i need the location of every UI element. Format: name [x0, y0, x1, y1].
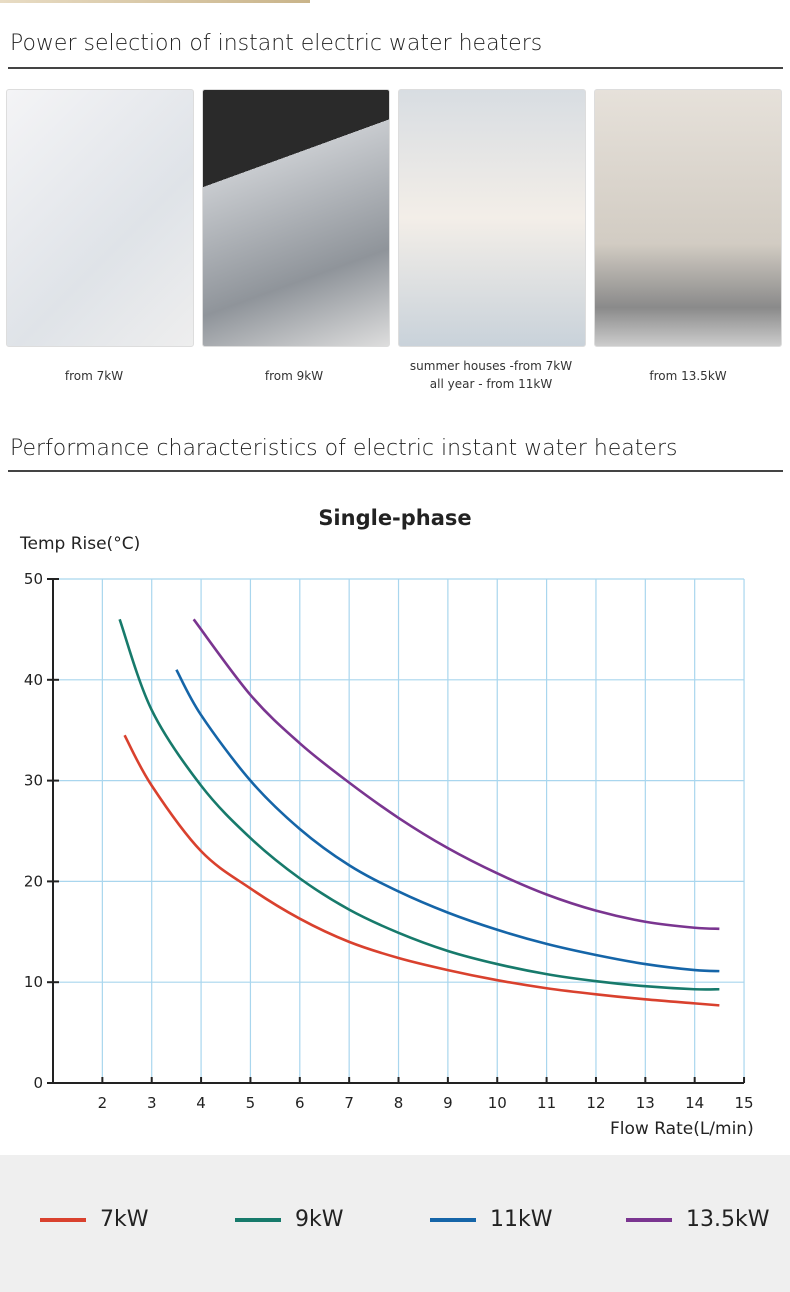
series-line-7kw: [123, 734, 720, 1007]
y-tick-label: 30: [24, 772, 43, 790]
divider: [8, 67, 783, 69]
caption-4: from 13.5kW: [649, 369, 727, 383]
caption-3: summer houses -from 7kW all year - from …: [409, 359, 573, 391]
legend-item-13-5kw: 13.5kW: [626, 1207, 769, 1232]
x-tick-label: 7: [344, 1094, 354, 1112]
y-tick-label: 50: [24, 570, 43, 588]
photo-washbasin-tap: [6, 89, 194, 347]
legend: 7kW 9kW 11kW 13.5kW: [0, 1155, 790, 1292]
photo-shower: [398, 89, 586, 347]
legend-label: 11kW: [490, 1207, 553, 1232]
legend-item-7kw: 7kW: [40, 1207, 149, 1232]
divider: [8, 470, 783, 472]
photo-bathroom: [594, 89, 782, 347]
x-tick-label: 8: [394, 1094, 404, 1112]
x-tick-label: 13: [636, 1094, 655, 1112]
x-tick-label: 3: [147, 1094, 157, 1112]
chart-title: Single-phase: [318, 506, 472, 530]
y-axis-label: Temp Rise(°C): [20, 534, 141, 554]
y-tick-label: 0: [33, 1074, 43, 1092]
top-image-strip: [0, 0, 310, 3]
legend-label: 13.5kW: [686, 1207, 770, 1232]
caption-1: from 7kW: [64, 369, 124, 383]
legend-item-11kw: 11kW: [430, 1207, 553, 1232]
legend-swatch: [430, 1217, 476, 1222]
x-tick-label: 11: [537, 1094, 556, 1112]
y-tick-label: 10: [24, 973, 43, 991]
x-tick-label: 10: [488, 1094, 507, 1112]
series-line-9kw: [118, 618, 720, 991]
legend-label: 9kW: [295, 1207, 344, 1232]
section-title-performance: Performance characteristics of electric …: [10, 436, 678, 461]
legend-swatch: [626, 1217, 672, 1222]
caption-2: from 9kW: [264, 369, 324, 383]
x-tick-label: 15: [734, 1094, 753, 1112]
x-tick-label: 14: [685, 1094, 704, 1112]
legend-item-9kw: 9kW: [235, 1207, 344, 1232]
section-title-power: Power selection of instant electric wate…: [10, 31, 543, 56]
series-line-11kw: [175, 669, 720, 973]
x-tick-label: 12: [586, 1094, 605, 1112]
legend-swatch: [40, 1217, 86, 1222]
legend-swatch: [235, 1217, 281, 1222]
x-axis-label: Flow Rate(L/min): [610, 1119, 754, 1139]
chart-plot: 2 3 4 5 6 7 8 9 10 11 12 13 14 15 0 10 20 30 40 50: [24, 570, 754, 1112]
x-tick-label: 6: [295, 1094, 305, 1112]
x-tick-label: 2: [98, 1094, 108, 1112]
series-line-13-5kw: [192, 618, 720, 931]
x-tick-label: 5: [246, 1094, 256, 1112]
x-tick-label: 9: [443, 1094, 453, 1112]
x-tick-label: 4: [196, 1094, 206, 1112]
y-tick-label: 20: [24, 872, 43, 890]
legend-label: 7kW: [100, 1207, 149, 1232]
y-tick-label: 40: [24, 671, 43, 689]
photo-kitchen-sink: [202, 89, 390, 347]
